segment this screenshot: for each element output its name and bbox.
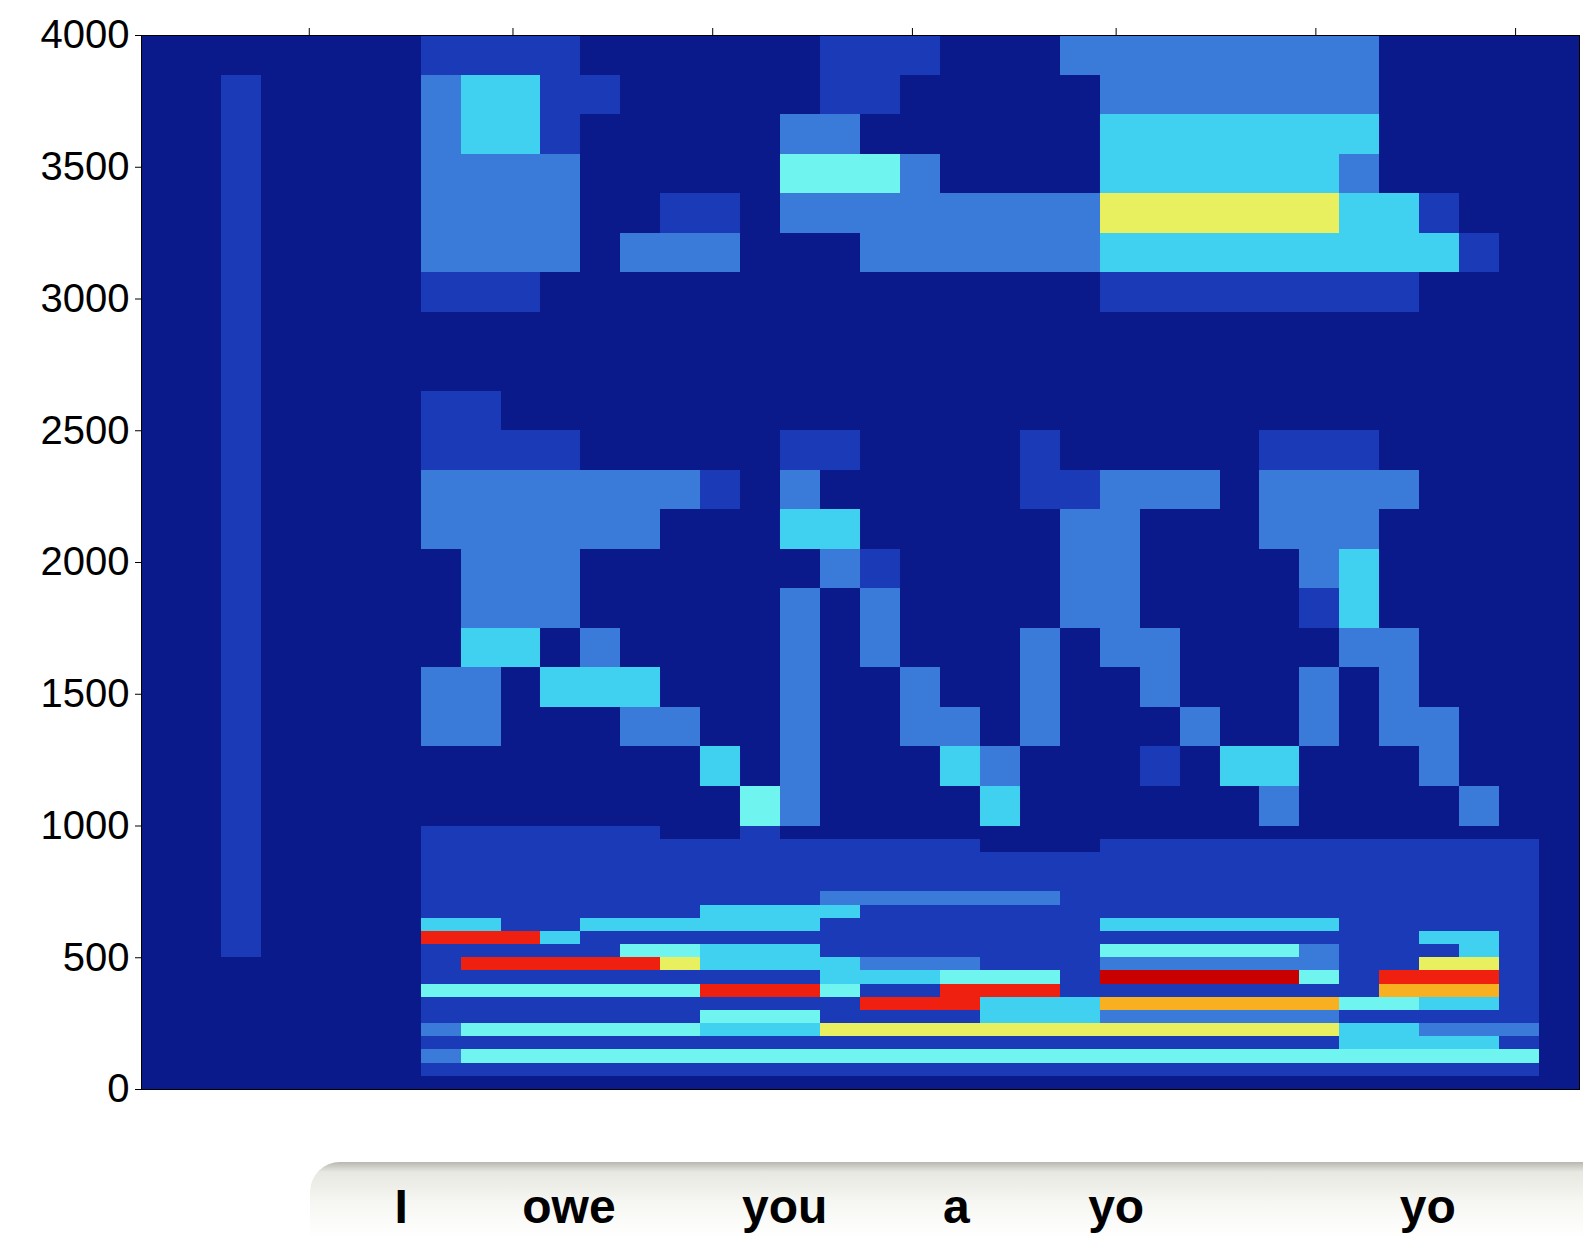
svg-text:1000: 1000 [41, 803, 130, 847]
svg-text:owe: owe [522, 1180, 615, 1233]
svg-text:4000: 4000 [41, 12, 130, 56]
svg-text:I: I [394, 1180, 407, 1233]
svg-text:yo: yo [1400, 1180, 1456, 1233]
svg-text:1500: 1500 [41, 671, 130, 715]
svg-text:0: 0 [107, 1066, 129, 1110]
svg-text:2500: 2500 [41, 408, 130, 452]
svg-text:3500: 3500 [41, 144, 130, 188]
svg-text:2000: 2000 [41, 539, 130, 583]
svg-text:a: a [943, 1180, 970, 1233]
svg-text:you: you [742, 1180, 827, 1233]
svg-text:yo: yo [1088, 1180, 1144, 1233]
svg-text:500: 500 [63, 935, 130, 979]
svg-text:3000: 3000 [41, 276, 130, 320]
